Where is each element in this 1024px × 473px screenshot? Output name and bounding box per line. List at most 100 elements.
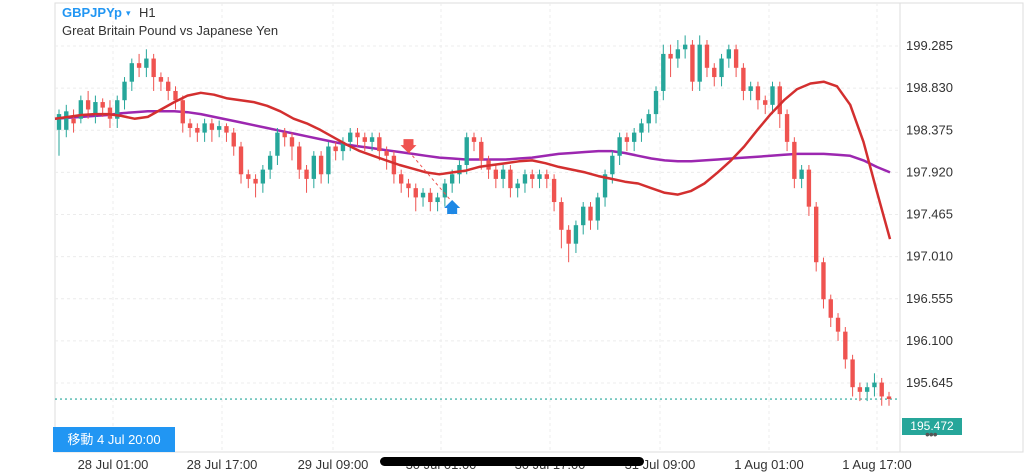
y-tick-label: 196.555 (906, 291, 953, 306)
candle-body (340, 141, 346, 152)
crosshair-time-label: 移動 4 Jul 20:00 (53, 427, 175, 452)
more-options-icon[interactable]: ••• (925, 426, 938, 442)
candle-body (595, 197, 600, 221)
candle-body (777, 86, 782, 115)
ma-fast-series (54, 80, 892, 240)
candle-body (755, 86, 761, 101)
candle-body (122, 81, 127, 101)
candle-body (136, 63, 142, 68)
candle-body (442, 183, 448, 198)
candle-body (763, 100, 768, 105)
candle-body (493, 169, 499, 179)
candle-body (253, 178, 258, 184)
candle-body (784, 114, 790, 142)
candle-body (260, 169, 266, 184)
candle-body (471, 137, 477, 142)
x-tick-label: 28 Jul 17:00 (187, 457, 258, 472)
candle-body (799, 169, 804, 179)
candle-body (588, 206, 593, 221)
candle-body (158, 77, 164, 82)
candle-body (500, 169, 506, 179)
candle-body (231, 132, 236, 147)
candle-body (617, 137, 622, 156)
symbol-selector[interactable]: GBPJPYp ▾ (62, 5, 131, 20)
trade-link-line (408, 150, 453, 203)
candle-body (355, 132, 360, 138)
timeframe-label[interactable]: H1 (139, 5, 156, 20)
candle-body (886, 396, 892, 400)
candle-body (267, 155, 273, 170)
candle-body (282, 132, 287, 138)
candle-body (100, 102, 105, 108)
candle-body (850, 359, 855, 388)
candle-body (449, 174, 455, 184)
candle-body (64, 111, 69, 130)
candle-body (85, 100, 91, 110)
candle-body (733, 49, 739, 68)
sell-arrow-icon (400, 139, 417, 154)
y-tick-label: 197.920 (906, 164, 953, 179)
candle-body (275, 132, 280, 156)
candle-body (639, 123, 644, 133)
candle-body (399, 174, 404, 184)
candle-body (704, 44, 710, 68)
candle-body (741, 67, 746, 91)
candle-body (289, 137, 295, 147)
candle-body (209, 123, 215, 130)
candle-body (479, 141, 484, 161)
candle-body (224, 126, 229, 133)
candle-body (515, 183, 520, 189)
candle-body (537, 174, 542, 179)
candle-body (508, 169, 513, 189)
candle-body (835, 317, 841, 332)
x-tick-label: 1 Aug 01:00 (734, 457, 803, 472)
candle-body (129, 63, 134, 82)
candle-body (821, 262, 826, 300)
candle-body (864, 387, 870, 392)
ma-slow-line (54, 110, 891, 174)
candle-body (690, 44, 695, 82)
current-price-badge: 195.472 (902, 418, 962, 435)
trade-signals (400, 139, 461, 215)
candle-body (173, 90, 178, 101)
ma-fast-line (54, 80, 892, 240)
y-tick-label: 199.285 (906, 38, 953, 53)
candle-body (566, 229, 571, 244)
candle-body (151, 58, 156, 78)
x-tick-label: 28 Jul 01:00 (78, 457, 149, 472)
candle-body (166, 81, 171, 91)
y-tick-label: 197.465 (906, 207, 953, 222)
candle-body (318, 155, 324, 175)
candle-body (872, 382, 877, 388)
candle-body (668, 53, 673, 59)
candle-body (544, 174, 549, 179)
candle-body (333, 146, 338, 152)
buy-arrow-icon (444, 200, 461, 215)
candle-body (828, 299, 833, 318)
chart-axes: 199.285 198.830 198.375 197.920 197.465 197.0… (78, 38, 953, 472)
x-tick-label: 29 Jul 09:00 (298, 457, 369, 472)
home-indicator[interactable] (380, 457, 644, 466)
candle-body (369, 137, 375, 142)
candle-body (413, 188, 418, 198)
candle-body (348, 132, 353, 142)
candle-body (530, 174, 535, 179)
chart-grid (54, 2, 1024, 453)
candle-body (631, 132, 637, 142)
candle-body (78, 100, 84, 119)
candle-body (857, 387, 863, 392)
candle-body (843, 331, 848, 360)
candle-body (326, 146, 331, 175)
candle-body (522, 174, 528, 184)
candle-body (115, 100, 120, 119)
candle-body (362, 137, 367, 142)
candle-body (71, 118, 76, 124)
y-tick-label: 198.375 (906, 122, 953, 137)
candle-body (457, 165, 462, 175)
candle-body (661, 53, 666, 91)
y-tick-label: 196.100 (906, 333, 953, 348)
candle-body (297, 146, 302, 170)
candle-body (202, 123, 207, 133)
candle-body (187, 123, 193, 128)
